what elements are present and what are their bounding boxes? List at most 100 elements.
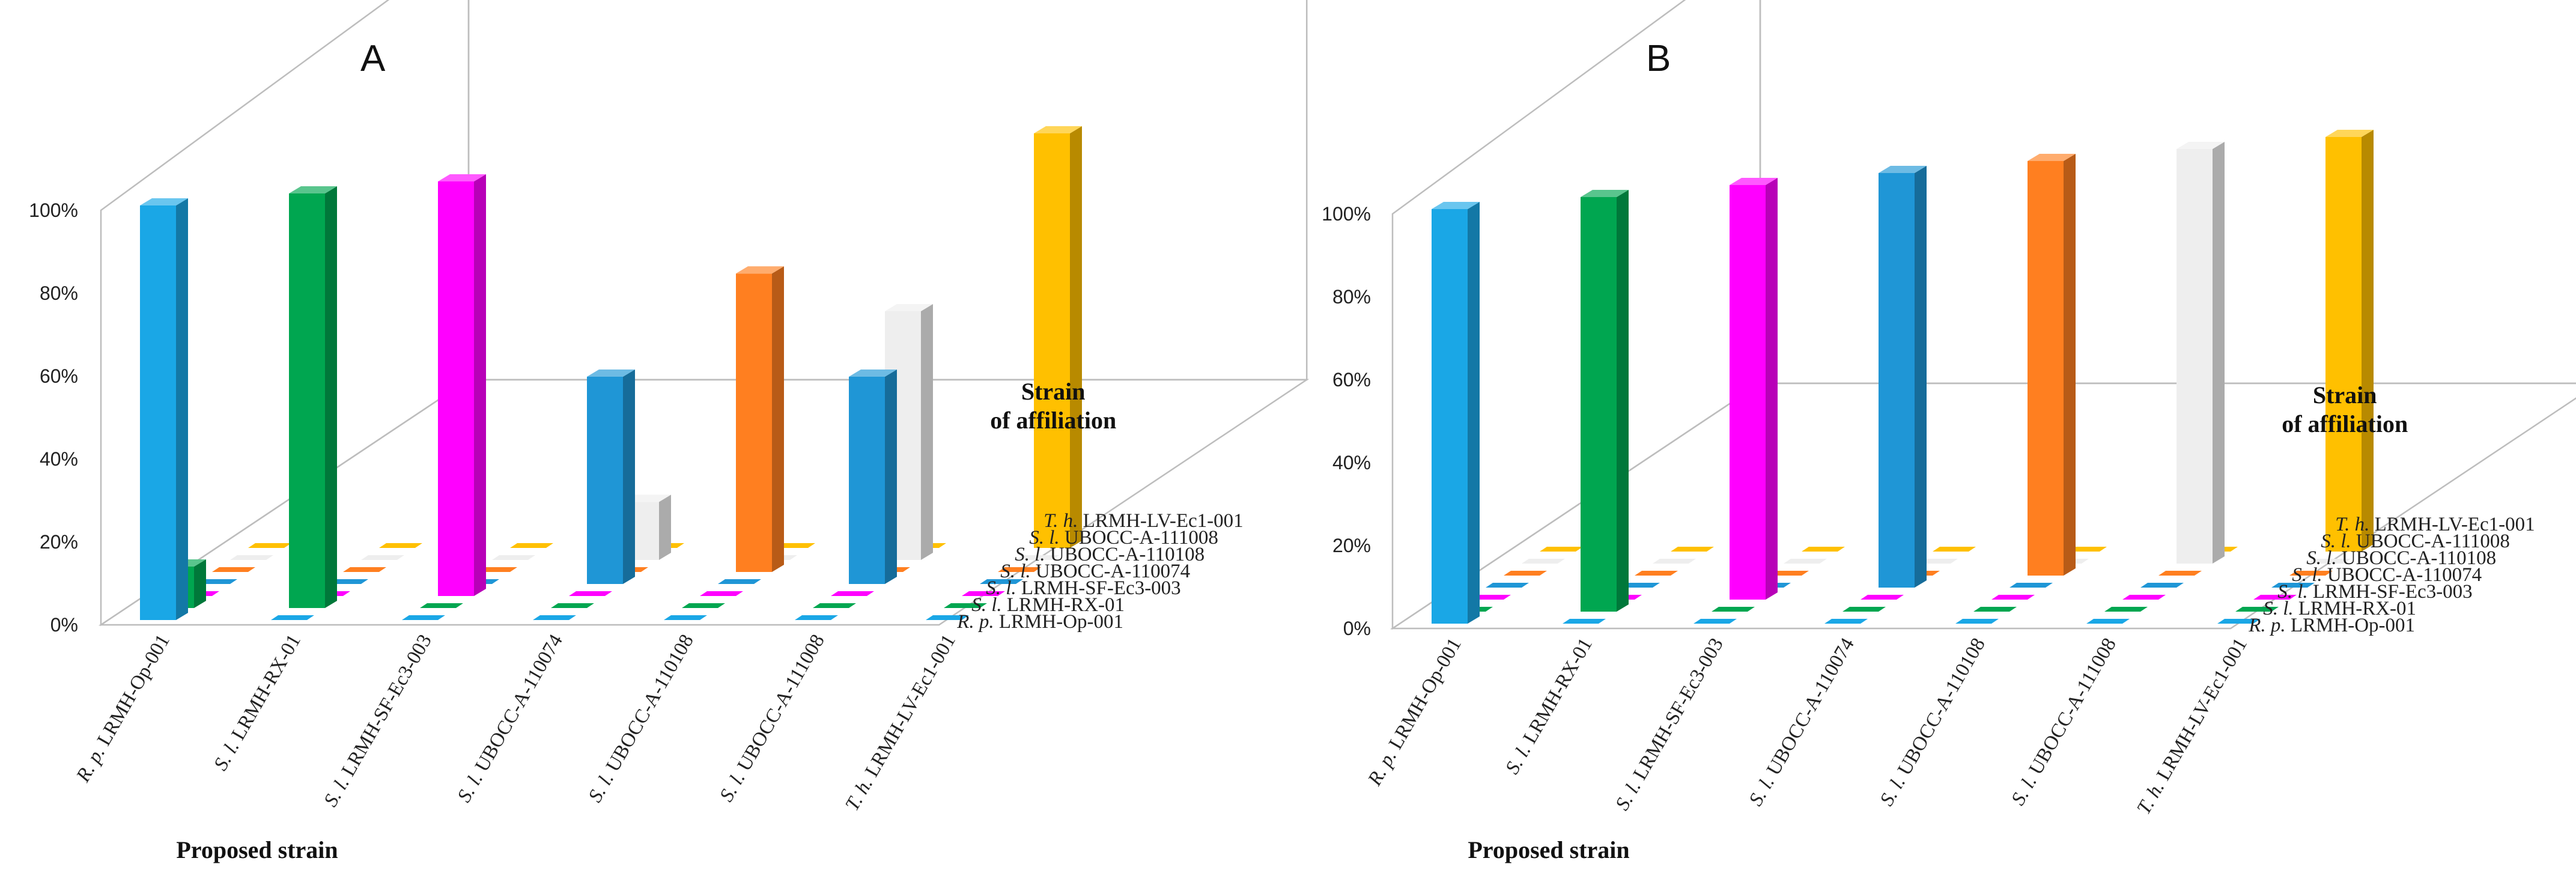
x-category-label: S. l. UBOCC-A-110108 xyxy=(585,631,698,806)
bar-floor-marker xyxy=(569,591,612,596)
bar-top xyxy=(885,304,933,311)
y-tick-label: 100% xyxy=(29,199,78,221)
series-genus: S. l. xyxy=(2321,531,2351,552)
text-span: 100% xyxy=(1322,203,1371,225)
bar-top xyxy=(438,174,486,181)
x-category-label: S. l. UBOCC-A-111008 xyxy=(2007,634,2121,809)
z-axis-title-line1: Strain xyxy=(2313,382,2377,409)
series-label: T. h. LRMH-LV-Ec1-001 xyxy=(1043,510,1243,532)
series-label: T. h. LRMH-LV-Ec1-001 xyxy=(2335,514,2535,535)
series-genus: S. l. xyxy=(2306,547,2336,569)
bar-floor-marker xyxy=(831,591,874,596)
text-span: Proposed strain xyxy=(176,836,338,863)
bar-floor-marker xyxy=(1784,559,1827,564)
bar-side xyxy=(772,266,784,572)
bar-floor-marker xyxy=(2235,607,2279,612)
bar-floor-marker xyxy=(1671,547,1714,552)
bar-a-s6-x1 xyxy=(379,543,422,548)
bar-top xyxy=(2325,130,2374,137)
bar-a-s6-x2 xyxy=(510,543,553,548)
bar-a-s5-x6 xyxy=(1016,555,1059,560)
bar-a-s1-x4 xyxy=(682,603,725,608)
x-category-label: S. l. LRMH-SF-Ec3-003 xyxy=(320,631,436,810)
series-strain: UBOCC-A-111008 xyxy=(1065,527,1218,549)
x-category-label: S. l. LRMH-RX-01 xyxy=(210,631,305,774)
bar-side xyxy=(2213,142,2225,564)
bar-floor-marker xyxy=(980,579,1023,584)
y-tick-label: 80% xyxy=(1332,286,1371,308)
bar-top xyxy=(736,266,784,274)
series-strain: LRMH-RX-01 xyxy=(2298,598,2416,619)
bar-side xyxy=(1915,166,1927,588)
bar-b-s5-x1 xyxy=(1653,559,1696,564)
bar-side xyxy=(1070,126,1082,548)
bar-b-s6-x3 xyxy=(1933,547,1976,552)
series-strain: LRMH-LV-Ec1-001 xyxy=(2375,514,2535,535)
series-label: S. l. UBOCC-A-110074 xyxy=(1000,561,1190,582)
text-span: 80% xyxy=(40,282,78,304)
bar-top xyxy=(849,369,897,377)
bar-floor-marker xyxy=(361,555,404,560)
bar-front xyxy=(140,205,176,620)
bar-b-s3-x4 xyxy=(2009,583,2053,588)
bar-floor-marker xyxy=(795,615,838,620)
z-axis-title: Strain of affiliation xyxy=(2282,382,2408,437)
category-genus: S. l. xyxy=(1612,777,1645,814)
y-tick-label: 80% xyxy=(40,282,78,304)
series-label: S. l. UBOCC-A-110074 xyxy=(2292,564,2482,586)
bar-b-s0-x3 xyxy=(1824,619,1868,624)
bar-a-s2-x4 xyxy=(700,591,743,596)
bar-b-s2-x5 xyxy=(2122,595,2166,600)
bar-a-s2-x3 xyxy=(569,591,612,596)
series-genus: S. l. xyxy=(1029,527,1059,549)
bar-floor-marker xyxy=(1955,619,1999,624)
bar-side xyxy=(1468,202,1480,624)
bar-b-s1-x6 xyxy=(2235,607,2279,612)
series-genus: S. l. xyxy=(971,594,1001,616)
y-tick-label: 60% xyxy=(40,365,78,387)
series-strain: LRMH-LV-Ec1-001 xyxy=(1083,510,1244,532)
bar-floor-marker xyxy=(420,603,463,608)
bar-a-s5-x2 xyxy=(492,555,535,560)
text-span: 20% xyxy=(1332,535,1371,556)
bar-floor-marker xyxy=(2086,619,2130,624)
series-strain: UBOCC-A-110108 xyxy=(1050,544,1204,565)
bar-side xyxy=(659,494,671,560)
bar-a-s3-x6 xyxy=(980,579,1023,584)
bar-floor-marker xyxy=(962,591,1005,596)
bar-b-s6-x2 xyxy=(1802,547,1845,552)
series-genus: S. l. xyxy=(1015,544,1045,565)
bar-b-s5-x0 xyxy=(1522,559,1565,564)
bar-front xyxy=(587,377,623,584)
bar-floor-marker xyxy=(813,603,856,608)
category-genus: R. p. xyxy=(72,743,109,786)
text-span: 0% xyxy=(50,614,78,636)
category-genus: S. l. xyxy=(454,769,487,806)
bar-top xyxy=(2028,154,2076,161)
bar-a-s3-x4 xyxy=(718,579,761,584)
bar-side xyxy=(1617,190,1629,612)
category-strain: UBOCC-A-110074 xyxy=(1763,634,1859,779)
bar-floor-marker xyxy=(271,615,314,620)
bar-floor-marker xyxy=(402,615,445,620)
series-strain: LRMH-SF-Ec3-003 xyxy=(2313,581,2473,603)
bar-a-s0-x1 xyxy=(271,615,314,620)
x-category-label: R. p. LRMH-Op-001 xyxy=(72,631,174,786)
bar-b-s5-x2 xyxy=(1784,559,1827,564)
category-strain: LRMH-LV-Ec1-001 xyxy=(861,631,960,780)
category-genus: S. l. xyxy=(585,769,618,806)
bar-a-s0-x6 xyxy=(926,615,969,620)
series-label: S. l. UBOCC-A-111008 xyxy=(1029,527,1218,549)
panel-label: A xyxy=(360,38,386,79)
bar-b-s1-x1 xyxy=(1581,190,1629,612)
bar-side xyxy=(1766,178,1778,600)
bar-floor-marker xyxy=(1861,595,1904,600)
category-strain: UBOCC-A-110108 xyxy=(602,631,698,776)
bar-floor-marker xyxy=(664,615,707,620)
series-strain: LRMH-Op-001 xyxy=(999,611,1123,633)
bar-b-s3-x3 xyxy=(1879,166,1927,588)
bar-b-s0-x2 xyxy=(1694,619,1737,624)
panel-label: B xyxy=(1646,38,1671,79)
